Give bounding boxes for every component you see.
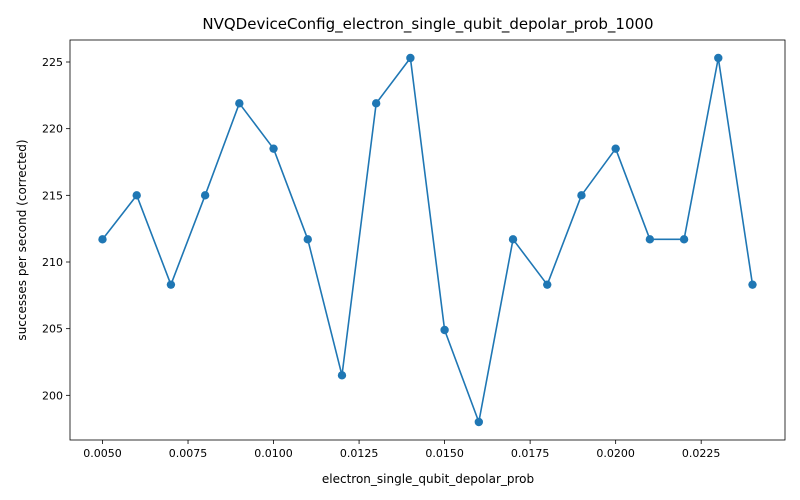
y-tick-label: 205 xyxy=(42,323,63,336)
data-point xyxy=(543,280,552,289)
data-point xyxy=(303,235,312,244)
data-point xyxy=(645,235,655,244)
data-point xyxy=(577,191,586,200)
x-tick-label: 0.0150 xyxy=(425,447,464,460)
y-tick-label: 215 xyxy=(42,189,63,202)
y-tick-label: 225 xyxy=(42,56,63,69)
plot-area: 0.0050 0.0075 0.0100 0.0125 0.0150 0.0175 0.02… xyxy=(42,39,786,460)
data-point xyxy=(406,53,415,63)
chart-title: NVQDeviceConfig_electron_single_qubit_de… xyxy=(202,15,653,34)
x-tick-label: 0.0075 xyxy=(169,447,208,460)
data-point xyxy=(371,99,381,108)
x-tick-label: 0.0100 xyxy=(254,447,293,460)
x-tick-label: 0.0125 xyxy=(340,447,379,460)
y-tick-label: 200 xyxy=(42,389,63,402)
y-tick-label: 220 xyxy=(42,123,63,136)
x-tick-label: 0.0175 xyxy=(511,447,550,460)
data-point xyxy=(508,235,518,244)
x-tick-label: 0.0200 xyxy=(596,447,635,460)
data-point xyxy=(337,371,347,380)
data-point xyxy=(440,325,449,335)
data-point xyxy=(748,280,757,289)
x-tick-label: 0.0225 xyxy=(682,447,721,460)
data-point xyxy=(200,191,210,200)
series-line xyxy=(101,57,754,423)
data-point xyxy=(166,280,176,289)
data-point xyxy=(235,99,244,108)
y-tick-label: 210 xyxy=(42,256,63,269)
x-axis-label: electron_single_qubit_depolar_prob xyxy=(322,472,534,486)
data-point xyxy=(611,144,620,153)
plot-frame xyxy=(69,39,786,441)
data-point xyxy=(679,235,689,244)
y-axis-label: successes per second (corrected) xyxy=(15,139,29,340)
data-point xyxy=(474,417,484,427)
data-point xyxy=(132,191,141,200)
x-tick-label: 0.0050 xyxy=(83,447,122,460)
data-point xyxy=(269,144,278,153)
data-point xyxy=(714,53,723,63)
data-point xyxy=(98,235,107,244)
